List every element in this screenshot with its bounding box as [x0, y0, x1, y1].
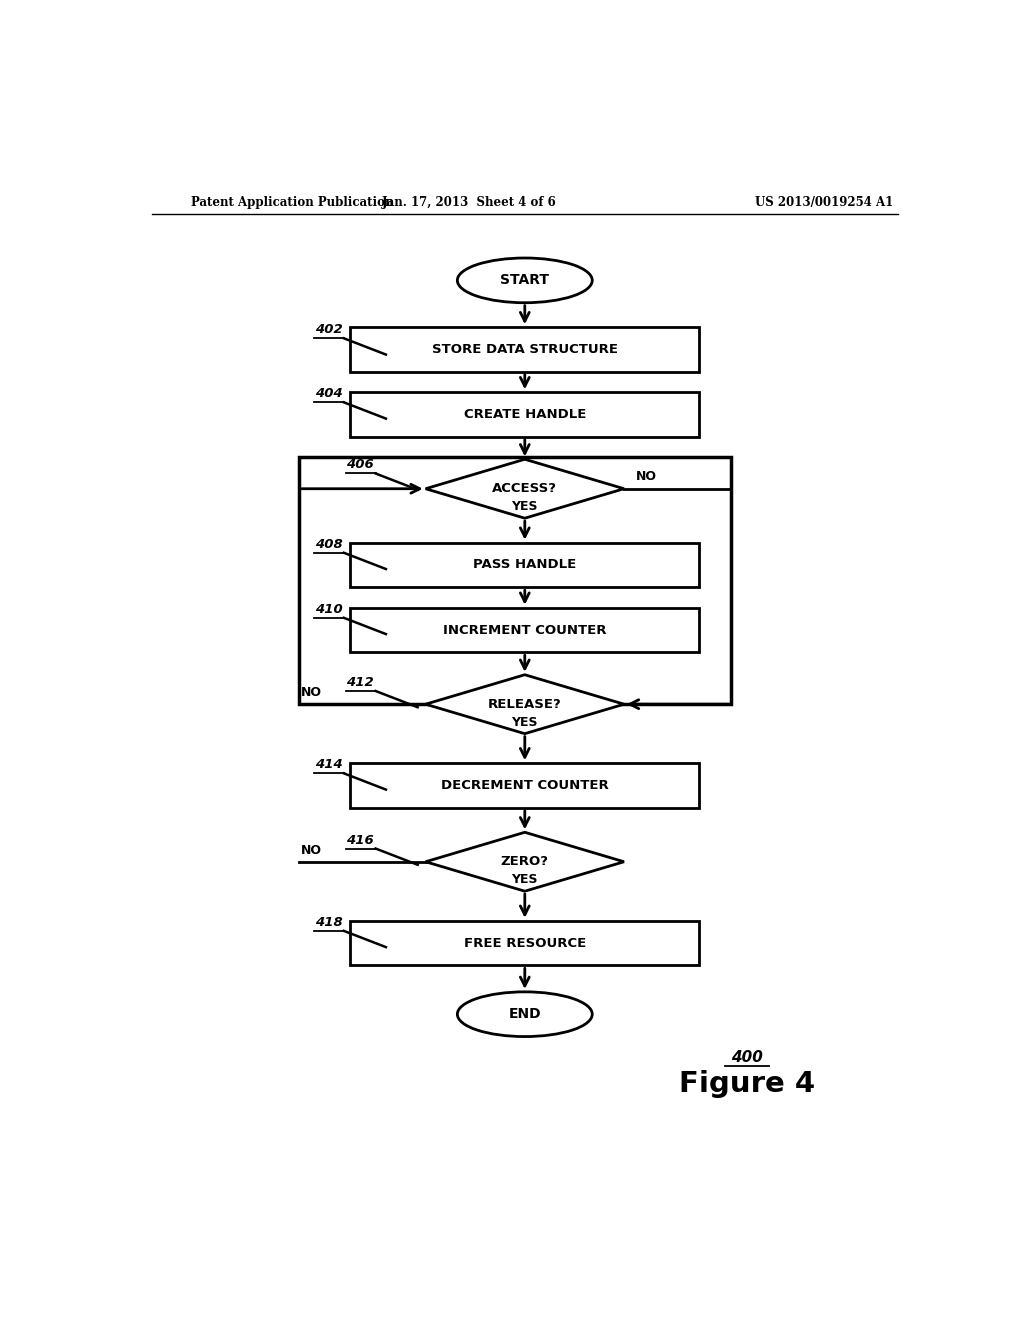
Ellipse shape — [458, 257, 592, 302]
Text: INCREMENT COUNTER: INCREMENT COUNTER — [443, 623, 606, 636]
Text: 410: 410 — [314, 603, 342, 615]
Text: DECREMENT COUNTER: DECREMENT COUNTER — [441, 779, 608, 792]
Text: Jan. 17, 2013  Sheet 4 of 6: Jan. 17, 2013 Sheet 4 of 6 — [382, 195, 557, 209]
Text: US 2013/0019254 A1: US 2013/0019254 A1 — [755, 195, 893, 209]
Text: NO: NO — [301, 843, 322, 857]
Text: NO: NO — [636, 470, 657, 483]
Text: 400: 400 — [731, 1049, 763, 1065]
Text: YES: YES — [512, 873, 538, 886]
Text: 414: 414 — [314, 758, 342, 771]
Text: YES: YES — [512, 500, 538, 513]
Text: YES: YES — [512, 715, 538, 729]
Text: 408: 408 — [314, 537, 342, 550]
FancyBboxPatch shape — [350, 327, 699, 372]
FancyBboxPatch shape — [350, 607, 699, 652]
Text: ACCESS?: ACCESS? — [493, 482, 557, 495]
Polygon shape — [426, 675, 624, 734]
Text: NO: NO — [301, 686, 322, 700]
Text: 412: 412 — [346, 676, 374, 689]
FancyBboxPatch shape — [350, 763, 699, 808]
Text: CREATE HANDLE: CREATE HANDLE — [464, 408, 586, 421]
Text: PASS HANDLE: PASS HANDLE — [473, 558, 577, 572]
Text: START: START — [501, 273, 549, 288]
Polygon shape — [426, 833, 624, 891]
Text: RELEASE?: RELEASE? — [487, 698, 562, 710]
FancyBboxPatch shape — [350, 921, 699, 965]
FancyBboxPatch shape — [350, 543, 699, 587]
Text: 404: 404 — [314, 387, 342, 400]
Text: STORE DATA STRUCTURE: STORE DATA STRUCTURE — [432, 343, 617, 356]
Text: Figure 4: Figure 4 — [679, 1071, 815, 1098]
Ellipse shape — [458, 991, 592, 1036]
Text: FREE RESOURCE: FREE RESOURCE — [464, 937, 586, 949]
Text: ZERO?: ZERO? — [501, 855, 549, 869]
Text: Patent Application Publication: Patent Application Publication — [191, 195, 394, 209]
Text: 418: 418 — [314, 916, 342, 929]
Text: 402: 402 — [314, 323, 342, 337]
Text: 406: 406 — [346, 458, 374, 471]
FancyBboxPatch shape — [350, 392, 699, 437]
Text: 416: 416 — [346, 833, 374, 846]
Polygon shape — [426, 459, 624, 519]
Text: END: END — [509, 1007, 541, 1022]
